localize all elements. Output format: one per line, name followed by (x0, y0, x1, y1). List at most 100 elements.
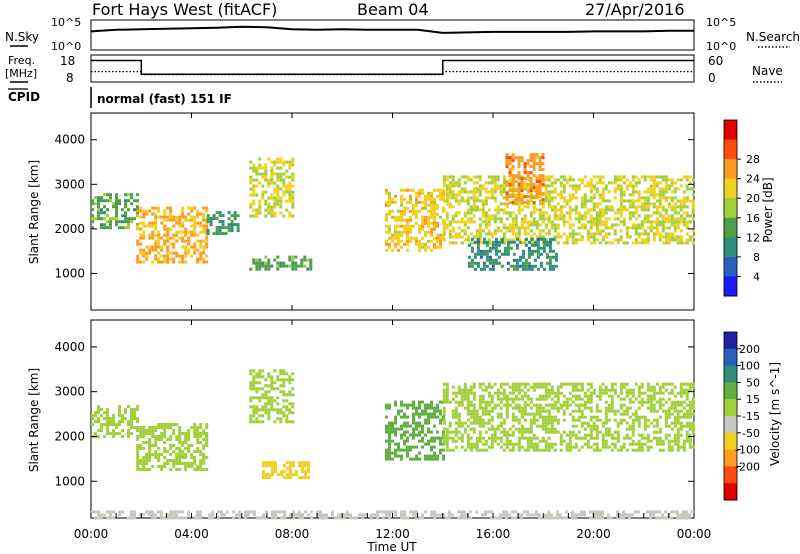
echo-cell (676, 199, 680, 203)
echo-cell (586, 397, 590, 401)
echo-cell (520, 201, 524, 205)
echo-cell (418, 430, 421, 434)
echo-cell (592, 193, 596, 197)
echo-cell (403, 227, 406, 231)
echo-cell (514, 397, 518, 401)
echo-cell (511, 195, 515, 199)
echo-cell (457, 415, 461, 419)
echo-cell (133, 417, 136, 421)
echo-cell (151, 510, 154, 514)
echo-cell (634, 175, 638, 179)
echo-cell (206, 229, 210, 233)
echo-cell (568, 430, 572, 434)
echo-cell (541, 153, 545, 157)
echo-cell (637, 235, 641, 239)
echo-cell (285, 414, 289, 418)
echo-cell (610, 394, 614, 398)
echo-cell (640, 415, 644, 419)
echo-cell (553, 238, 557, 242)
echo-cell (258, 387, 262, 391)
echo-cell (199, 510, 202, 514)
echo-cell (479, 255, 483, 259)
echo-cell (457, 190, 461, 194)
echo-cell (142, 212, 146, 216)
echo-cell (412, 224, 415, 228)
echo-cell (529, 223, 533, 227)
echo-cell (145, 224, 149, 228)
echo-cell (487, 208, 491, 212)
echo-cell (288, 184, 292, 188)
echo-cell (196, 239, 200, 243)
echo-cell (685, 439, 689, 443)
echo-cell (595, 229, 599, 233)
echo-cell (556, 391, 560, 395)
echo-cell (412, 406, 415, 410)
echo-cell (439, 188, 442, 192)
echo-cell (406, 218, 409, 222)
echo-cell (442, 513, 445, 517)
echo-cell (282, 405, 286, 409)
echo-cell (94, 432, 97, 436)
echo-cell (580, 217, 584, 221)
echo-cell (157, 236, 161, 240)
echo-cell (545, 261, 549, 265)
echo-cell (640, 196, 644, 200)
echo-cell (472, 190, 476, 194)
echo-cell (592, 427, 596, 431)
echo-cell (508, 181, 512, 185)
echo-cell (394, 194, 397, 198)
echo-cell (488, 246, 492, 250)
echo-cell (169, 447, 173, 450)
freq-panel-frame (90, 54, 695, 83)
echo-cell (658, 385, 662, 389)
echo-cell (409, 403, 412, 407)
echo-cell (400, 424, 403, 428)
echo-cell (517, 448, 521, 452)
echo-cell (227, 229, 231, 233)
echo-cell (463, 190, 467, 194)
echo-cell (685, 214, 689, 218)
echo-cell (400, 209, 403, 213)
echo-cell (667, 178, 671, 182)
echo-cell (424, 221, 427, 225)
echo-cell (472, 202, 476, 206)
echo-cell (484, 442, 488, 446)
power-colorbar-label: Power [dB] (761, 177, 775, 242)
echo-cell (175, 438, 179, 441)
echo-cell (532, 217, 536, 221)
echo-cell (523, 400, 527, 404)
echo-cell (508, 156, 512, 160)
echo-cell (103, 423, 106, 427)
echo-cell (628, 235, 632, 239)
echo-cell (460, 217, 464, 221)
echo-cell (388, 513, 391, 517)
echo-cell (169, 453, 173, 456)
echo-cell (343, 516, 346, 520)
echo-cell (427, 427, 430, 431)
echo-cell (457, 220, 461, 224)
echo-cell (463, 406, 467, 410)
echo-cell (604, 391, 608, 395)
echo-cell (503, 249, 507, 253)
echo-cell (649, 190, 653, 194)
echo-cell (424, 245, 427, 249)
echo-cell (551, 264, 555, 268)
echo-cell (568, 226, 572, 230)
echo-cell (415, 454, 418, 458)
echo-cell (409, 239, 412, 243)
echo-cell (252, 214, 256, 218)
echo-cell (511, 183, 515, 187)
echo-cell (469, 388, 473, 392)
echo-cell (676, 241, 680, 245)
echo-cell (556, 397, 560, 401)
echo-cell (249, 384, 253, 388)
echo-cell (673, 223, 677, 227)
echo-cell (139, 444, 143, 447)
echo-cell (151, 260, 155, 264)
echo-cell (506, 240, 510, 244)
echo-cell (291, 157, 295, 161)
echo-cell (571, 208, 575, 212)
echo-cell (685, 232, 689, 236)
echo-cell (571, 229, 575, 233)
echo-cell (664, 516, 667, 520)
